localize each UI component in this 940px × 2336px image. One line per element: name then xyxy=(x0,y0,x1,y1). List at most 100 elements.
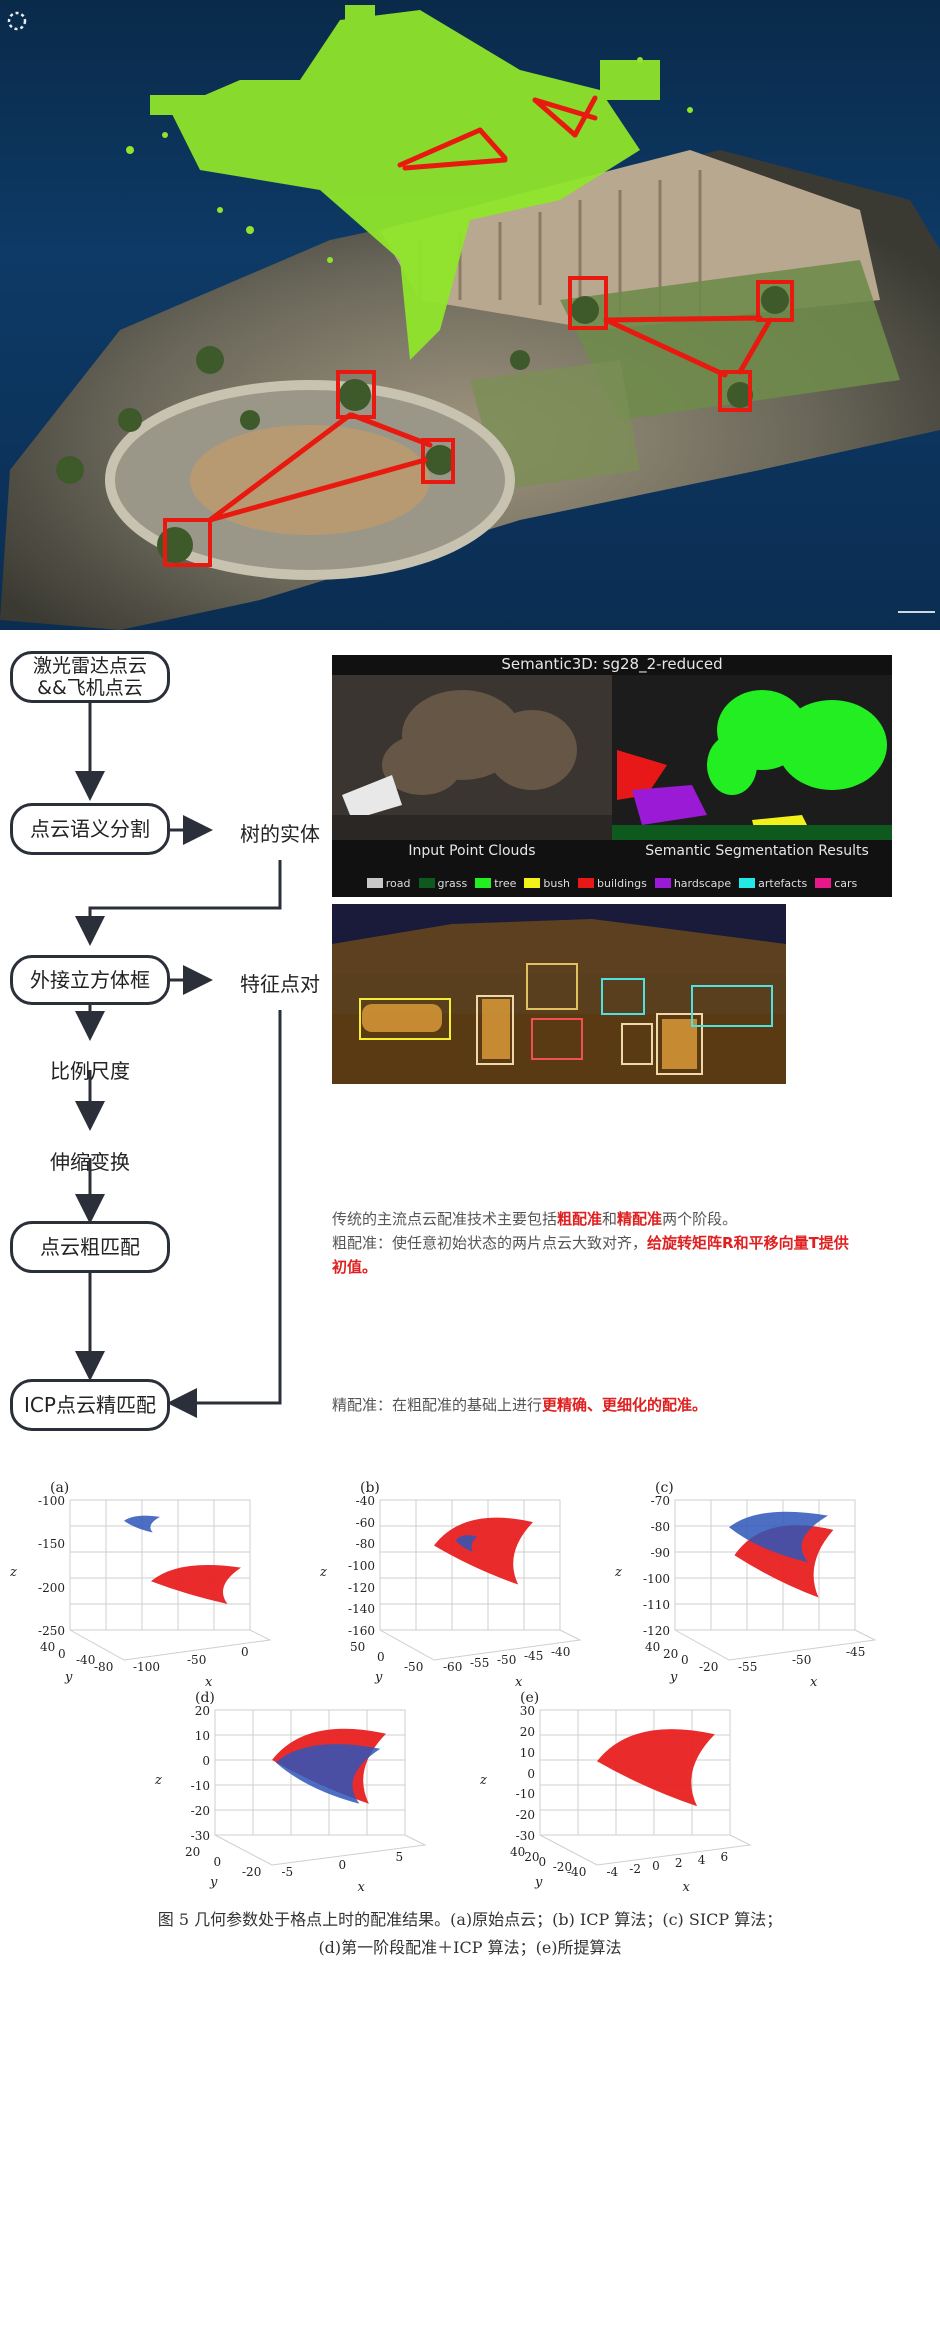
y-tick-label: 0 xyxy=(58,1646,66,1661)
figure-caption-line1: 图 5 几何参数处于格点上时的配准结果。(a)原始点云；(b) ICP 算法；(… xyxy=(157,1910,783,1929)
legend-item: grass xyxy=(418,876,468,890)
loading-spinner-icon xyxy=(7,11,27,31)
axis-x-label: x xyxy=(810,1675,818,1690)
coarse-text-part: 粗配准：使任意初始状态的两片点云大致对齐， xyxy=(332,1234,648,1252)
axis-x-label: x xyxy=(205,1675,213,1690)
coarse-highlight-end: 初值。 xyxy=(332,1258,378,1276)
plot-e-label: (e) xyxy=(520,1690,540,1706)
legend-label: buildings xyxy=(597,876,647,890)
x-tick-label: -50 xyxy=(792,1652,812,1667)
plot-c-axes xyxy=(674,1499,877,1661)
y-tick-label: -50 xyxy=(404,1660,424,1674)
legend-label: bush xyxy=(543,876,571,890)
x-tick-label: -4 xyxy=(606,1865,619,1879)
z-tick-label: -90 xyxy=(650,1546,670,1560)
legend-swatch xyxy=(475,878,492,888)
z-tick-label: -80 xyxy=(355,1537,375,1552)
fine-text-part: 精配准：在粗配准的基础上进行 xyxy=(332,1396,543,1414)
plot-b-label: (b) xyxy=(360,1480,380,1496)
plot-d-label: (d) xyxy=(195,1690,215,1706)
registration-results-plots: (a) -100 -150 -200 -250 40 0 -40 -80 -100 -50 0 z y x(… xyxy=(0,1480,940,1900)
plot-b-target-cloud xyxy=(434,1517,533,1585)
axis-x-label: x xyxy=(357,1880,365,1895)
intro-text-part: 两个阶段。 xyxy=(662,1210,738,1228)
plot-b-source-cloud xyxy=(455,1535,478,1552)
plot-d-source-cloud xyxy=(275,1744,381,1804)
y-tick-label: 0 xyxy=(213,1855,222,1869)
y-tick-label: 40 xyxy=(645,1640,661,1654)
figure-caption-line2: (d)第一阶段配准＋ICP 算法；(e)所提算法 xyxy=(318,1938,622,1957)
coarse-highlight: 给旋转矩阵R和平移向量T提供 xyxy=(647,1234,849,1252)
z-tick-label: -100 xyxy=(38,1494,65,1508)
legend-swatch xyxy=(739,878,756,888)
z-tick-label: -10 xyxy=(190,1779,210,1793)
z-tick-label: -110 xyxy=(643,1598,670,1612)
z-tick-label: -20 xyxy=(190,1804,210,1818)
fine-registration-text: 精配准：在粗配准的基础上进行更精确、更细化的配准。 xyxy=(332,1393,892,1417)
z-tick-label: 10 xyxy=(194,1729,210,1743)
y-tick-label: 0 xyxy=(681,1653,689,1668)
z-tick-label: -140 xyxy=(348,1602,375,1617)
coarse-registration-text: 粗配准：使任意初始状态的两片点云大致对齐，给旋转矩阵R和平移向量T提供初值。 xyxy=(332,1231,892,1279)
axis-z-label: z xyxy=(320,1565,327,1580)
flowchart-connectors xyxy=(75,700,282,1418)
plot-b-axes xyxy=(379,1499,582,1661)
plot-a-axes xyxy=(69,1499,272,1661)
axis-y-label: y xyxy=(535,1875,543,1890)
x-tick-label: -2 xyxy=(629,1862,641,1876)
semantic-segmentation-box: 点云语义分割 xyxy=(10,803,170,855)
tree-entity-label: 树的实体 xyxy=(240,822,320,846)
z-tick-label: -20 xyxy=(515,1808,535,1823)
axis-z-label: z xyxy=(480,1772,487,1788)
legend-label: grass xyxy=(437,876,468,890)
x-tick-label: -5 xyxy=(281,1865,294,1879)
legend-item: artefacts xyxy=(739,877,807,890)
legend-label: cars xyxy=(834,876,858,890)
z-tick-label: -250 xyxy=(38,1624,65,1638)
bounding-box-step: 外接立方体框 xyxy=(10,955,170,1005)
axis-y-label: y xyxy=(670,1670,678,1685)
x-tick-label: -55 xyxy=(470,1656,490,1671)
z-tick-label: -100 xyxy=(348,1559,375,1573)
axis-y-label: y xyxy=(210,1875,218,1890)
legend-item: hardscape xyxy=(654,877,731,890)
y-tick-label: -20 xyxy=(242,1865,262,1879)
z-tick-label: -200 xyxy=(38,1580,65,1595)
y-tick-label: 0 xyxy=(538,1855,547,1869)
z-tick-label: 10 xyxy=(519,1745,535,1760)
legend-item: road xyxy=(366,876,411,890)
legend-swatch xyxy=(418,878,435,888)
legend-item: cars xyxy=(815,877,857,890)
plot-e-axes xyxy=(539,1709,752,1866)
z-tick-label: -150 xyxy=(38,1537,65,1552)
stretch-transform-step: 伸缩变换 xyxy=(50,1150,130,1174)
x-tick-label: 0 xyxy=(241,1645,249,1659)
x-tick-label: -50 xyxy=(497,1652,517,1667)
z-tick-label: -120 xyxy=(348,1580,375,1595)
z-tick-label: 20 xyxy=(519,1724,535,1739)
plot-e: (e) 30 20 10 0 -10 -20 -30 40 20 0 -20 -40 -4 -2 0 2 4 6 z y… xyxy=(480,1690,780,1895)
feature-pairs-label: 特征点对 xyxy=(240,972,320,996)
plot-b: (b) -40 -60 -80 -100 -120 -140 -160 50 0 -50 -60 -55… xyxy=(320,1480,610,1690)
legend-swatch xyxy=(578,878,595,888)
y-tick-label: -80 xyxy=(94,1660,114,1674)
axis-y-label: y xyxy=(65,1670,73,1685)
segmentation-results-label: Semantic Segmentation Results xyxy=(645,843,869,859)
legend-label: road xyxy=(385,876,411,890)
semantic3d-figure: Semantic3D: sg28_2-reduced Input Point C… xyxy=(332,655,892,897)
bounding-box-scene-graphic xyxy=(332,904,786,1084)
registration-intro-text: 传统的主流点云配准技术主要包括粗配准和精配准两个阶段。 xyxy=(332,1207,892,1231)
plot-d-axes xyxy=(214,1709,427,1866)
semantic3d-images xyxy=(332,675,892,840)
icp-fine-match-box: ICP点云精匹配 xyxy=(10,1379,170,1431)
aerial-point-cloud-graphic xyxy=(0,5,940,630)
x-tick-label: -45 xyxy=(524,1648,544,1663)
z-tick-label: -30 xyxy=(515,1829,535,1843)
fine-registration-term: 精配准 xyxy=(617,1210,663,1228)
x-tick-label: -100 xyxy=(133,1660,160,1674)
axis-z-label: z xyxy=(155,1772,162,1788)
legend-swatch xyxy=(524,878,541,888)
z-tick-label: -80 xyxy=(650,1520,670,1534)
plot-c-label: (c) xyxy=(655,1480,674,1496)
coarse-registration-term: 粗配准 xyxy=(557,1210,603,1228)
